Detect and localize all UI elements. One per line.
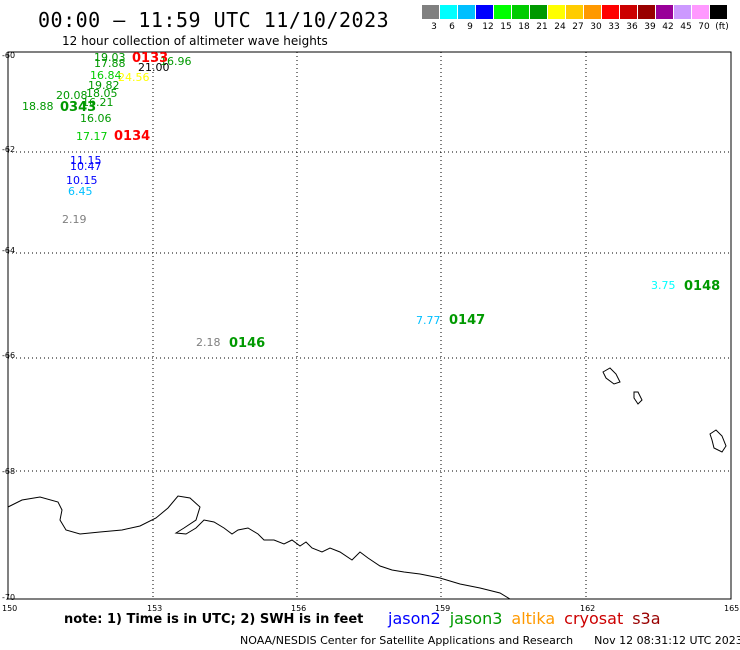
wave-height-label: 18.88	[22, 100, 54, 113]
legend-swatch	[494, 5, 512, 19]
balleny-island-1	[602, 367, 621, 385]
color-legend-labels: 3 6 9 12 15 18 21 24 27 30 33 36 39 42 45 70 (ft)	[425, 22, 731, 32]
legend-label: 21	[536, 22, 548, 32]
legend-label: 12	[482, 22, 494, 32]
legend-label: 27	[572, 22, 584, 32]
pass-time-label: 0133	[132, 51, 168, 66]
credit-line: NOAA/NESDIS Center for Satellite Applica…	[240, 634, 740, 647]
footnote: note: 1) Time is in UTC; 2) SWH is in fe…	[64, 612, 364, 627]
wave-height-label: 7.77	[416, 314, 441, 327]
legend-swatch	[422, 5, 440, 19]
legend-label: 42	[662, 22, 674, 32]
generation-timestamp: Nov 12 08:31:12 UTC 2023	[594, 634, 740, 647]
satellite-jason2: jason2	[388, 609, 441, 628]
wave-height-label: 16.96	[160, 55, 192, 68]
legend-label: 36	[626, 22, 638, 32]
map-grid	[8, 52, 731, 599]
lon-label: 159	[435, 604, 450, 613]
legend-swatch	[476, 5, 494, 19]
legend-swatch	[548, 5, 566, 19]
satellite-altika: altika	[511, 609, 556, 628]
balleny-island-3	[709, 429, 727, 453]
legend-swatch	[710, 5, 728, 19]
satellite-legend: jason2 jason3 altika cryosat s3a	[388, 609, 670, 628]
lon-label: 156	[291, 604, 306, 613]
lat-label: -66	[2, 351, 15, 360]
wave-height-label: 16.84	[90, 69, 122, 82]
pass-time-codes: 0133 0343 0134 0146 0147 0148	[60, 51, 720, 351]
legend-label: 3	[431, 22, 437, 32]
lat-label: -60	[2, 51, 15, 60]
wave-height-label: 16.21	[82, 96, 114, 109]
pass-time-label: 0343	[60, 100, 96, 115]
lat-label: -68	[2, 467, 15, 476]
lon-label: 150	[2, 604, 17, 613]
lat-label: -70	[2, 593, 15, 602]
legend-swatch	[440, 5, 458, 19]
wave-height-label: 17.17	[76, 130, 108, 143]
balleny-island-2	[633, 391, 643, 405]
legend-label: 9	[467, 22, 473, 32]
legend-label: 33	[608, 22, 620, 32]
wave-height-label: 17.88	[94, 57, 126, 70]
color-legend	[422, 5, 728, 20]
legend-label: 70	[698, 22, 710, 32]
legend-swatch	[656, 5, 674, 19]
legend-swatch	[638, 5, 656, 19]
wave-height-label: 16.06	[80, 112, 112, 125]
lon-label: 153	[147, 604, 162, 613]
legend-swatch	[512, 5, 530, 19]
legend-label: 45	[680, 22, 692, 32]
wave-height-label: 24.56	[118, 71, 150, 84]
wave-height-label: 21.00	[138, 61, 170, 74]
pass-time-label: 0134	[114, 129, 150, 144]
antarctic-coastline	[7, 495, 511, 600]
wave-height-label: 18.05	[86, 87, 118, 100]
wave-height-label: 19.03	[94, 51, 126, 64]
legend-swatch	[602, 5, 620, 19]
legend-label: 30	[590, 22, 602, 32]
legend-swatch	[530, 5, 548, 19]
satellite-jason3: jason3	[449, 609, 503, 628]
lon-label: 165	[724, 604, 739, 613]
legend-swatch	[674, 5, 692, 19]
wave-height-label: 19.82	[88, 79, 120, 92]
legend-label: (ft)	[715, 22, 729, 32]
lat-label: -62	[2, 145, 15, 154]
map-frame	[7, 51, 732, 600]
legend-swatch	[620, 5, 638, 19]
legend-swatch	[458, 5, 476, 19]
legend-label: 6	[449, 22, 455, 32]
lat-label: -64	[2, 246, 15, 255]
pass-time-label: 0146	[229, 336, 265, 351]
wave-height-label: 10.47	[70, 160, 102, 173]
wave-height-label: 2.19	[62, 213, 87, 226]
legend-label: 24	[554, 22, 566, 32]
wave-height-label: 10.15	[66, 174, 98, 187]
satellite-s3a: s3a	[632, 609, 661, 628]
wave-height-label: 6.45	[68, 185, 93, 198]
legend-label: 39	[644, 22, 656, 32]
wave-height-label: 2.18	[196, 336, 221, 349]
satellite-cryosat: cryosat	[564, 609, 624, 628]
wave-height-label: 20.08	[56, 89, 88, 102]
legend-swatch	[566, 5, 584, 19]
legend-label: 15	[500, 22, 512, 32]
legend-label: 18	[518, 22, 530, 32]
wave-height-label: 3.75	[651, 279, 676, 292]
wave-height-label: 11.15	[70, 154, 102, 167]
wave-measurements: 19.03 17.88 16.96 21.00 16.84 24.56 19.8…	[22, 51, 676, 349]
lon-label: 162	[580, 604, 595, 613]
longitude-labels: 150 153 156 159 162 165	[2, 604, 739, 613]
map-subtitle: 12 hour collection of altimeter wave hei…	[62, 34, 328, 48]
credit-organization: NOAA/NESDIS Center for Satellite Applica…	[240, 634, 574, 647]
legend-swatch	[692, 5, 710, 19]
legend-swatch	[584, 5, 602, 19]
map-title: 00:00 – 11:59 UTC 11/10/2023	[38, 8, 390, 32]
pass-time-label: 0148	[684, 279, 720, 294]
pass-time-label: 0147	[449, 313, 485, 328]
latitude-labels: -60 -62 -64 -66 -68 -70	[2, 51, 15, 602]
